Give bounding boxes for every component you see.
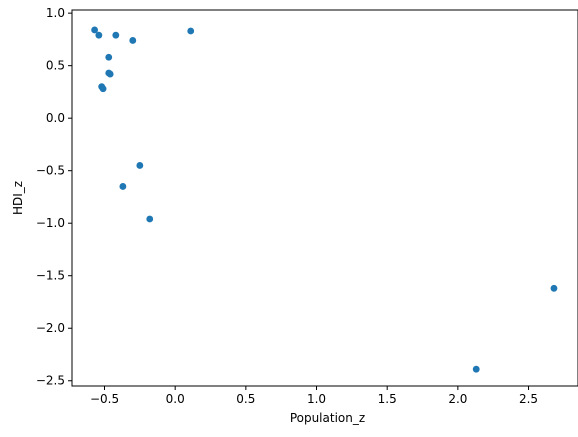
y-tick-label: 0.5 <box>46 59 65 73</box>
data-point <box>550 284 558 292</box>
data-point <box>187 27 195 35</box>
data-point <box>106 70 114 78</box>
plot-area <box>72 10 578 386</box>
y-axis-label: HDI_z <box>11 181 25 215</box>
y-tick-label: −0.5 <box>36 164 65 178</box>
data-point <box>129 37 137 44</box>
y-tick-label: 0.0 <box>46 111 65 125</box>
x-tick-label: 1.0 <box>307 392 326 406</box>
data-point <box>99 85 107 93</box>
y-tick-label: 1.0 <box>46 6 65 20</box>
y-tick-label: −1.0 <box>36 216 65 230</box>
x-tick-label: 2.0 <box>448 392 467 406</box>
data-point <box>112 31 120 39</box>
data-point <box>119 183 127 190</box>
plot-frame <box>71 9 578 387</box>
x-tick-label: 0.0 <box>166 392 185 406</box>
x-axis-ticks: −0.5 0.0 0.5 1.0 1.5 2.0 2.5 <box>90 386 538 406</box>
data-point <box>105 53 113 61</box>
x-tick-label: 0.5 <box>236 392 255 406</box>
y-tick-label: −2.0 <box>36 321 65 335</box>
x-axis-label: Population_z <box>290 411 365 425</box>
x-tick-label: 2.5 <box>519 392 538 406</box>
data-point <box>91 26 99 34</box>
data-point <box>95 31 103 39</box>
x-tick-label: 1.5 <box>378 392 397 406</box>
data-point <box>472 365 480 373</box>
x-tick-label: −0.5 <box>90 392 119 406</box>
y-tick-label: −2.5 <box>36 374 65 388</box>
y-tick-label: −1.5 <box>36 269 65 283</box>
y-axis-ticks: 1.0 0.5 0.0 −0.5 −1.0 −1.5 −2.0 −2.5 <box>36 6 72 388</box>
data-point <box>146 215 154 223</box>
data-points <box>91 26 558 373</box>
data-point <box>136 162 144 169</box>
